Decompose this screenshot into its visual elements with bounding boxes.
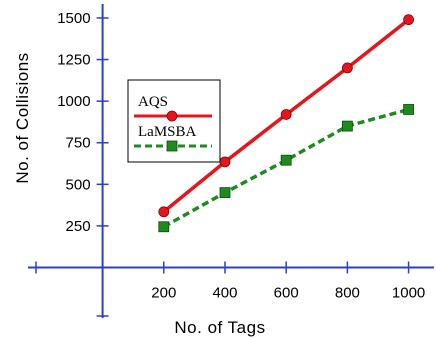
data-point-aqs xyxy=(341,62,353,74)
legend: AQS LaMSBA xyxy=(127,79,221,163)
series-line-lamsba xyxy=(162,107,410,229)
axes xyxy=(28,4,434,318)
x-axis-label: No. of Tags xyxy=(174,318,265,337)
x-tick-label: 400 xyxy=(212,285,237,302)
x-tick-label: 600 xyxy=(274,285,299,302)
data-point-lamsba xyxy=(219,187,231,199)
y-tick-labels: 250 500 750 1000 1250 1500 xyxy=(57,10,90,235)
y-tick-label: 1500 xyxy=(57,10,90,27)
y-tick-label: 1000 xyxy=(57,93,90,110)
data-point-lamsba xyxy=(341,120,353,132)
data-point-lamsba xyxy=(403,104,414,115)
legend-swatch-marker-aqs xyxy=(166,110,178,122)
x-tick-label: 1000 xyxy=(392,285,425,302)
data-point-aqs xyxy=(403,14,414,26)
data-point-lamsba xyxy=(158,221,170,233)
data-point-lamsba xyxy=(280,154,292,166)
x-tick-label: 200 xyxy=(151,285,176,302)
series-layer xyxy=(158,14,414,233)
data-point-aqs xyxy=(280,109,292,120)
legend-label-aqs: AQS xyxy=(138,94,168,110)
y-tick-label: 500 xyxy=(66,176,91,193)
x-tick-labels: 200 400 600 800 1000 xyxy=(151,285,425,302)
y-axis-label: No. of Collisions xyxy=(13,52,32,183)
data-point-aqs xyxy=(158,206,170,218)
y-tick-label: 750 xyxy=(66,135,91,152)
series-aqs xyxy=(158,14,414,218)
x-tick-label: 800 xyxy=(335,285,360,302)
data-point-aqs xyxy=(219,156,231,168)
legend-swatch-marker-lamsba xyxy=(166,140,178,152)
y-tick-label: 1250 xyxy=(57,52,90,69)
y-tick-label: 250 xyxy=(66,218,91,235)
legend-label-lamsba: LaMSBA xyxy=(138,124,197,140)
legend-swatches xyxy=(134,110,212,152)
series-lamsba xyxy=(158,104,414,233)
